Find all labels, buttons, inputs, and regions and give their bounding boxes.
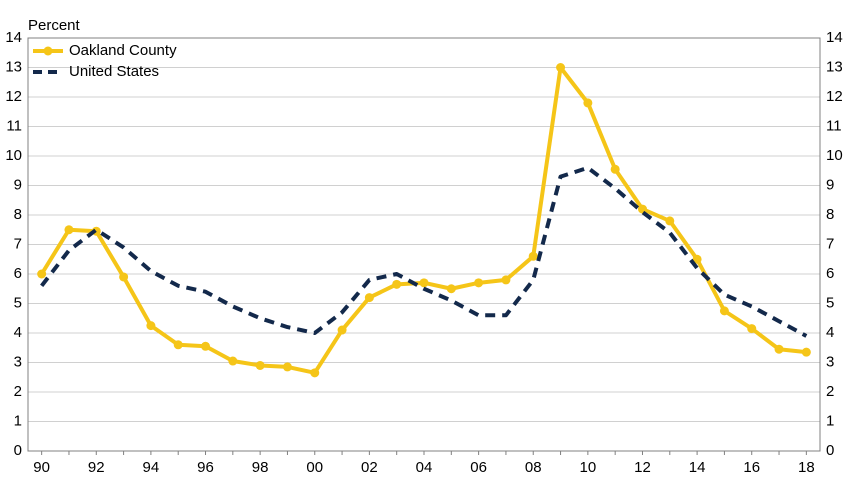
y2-tick-label: 3	[826, 353, 834, 370]
point	[556, 63, 566, 72]
point	[37, 269, 47, 279]
point	[173, 340, 183, 350]
point	[64, 225, 74, 235]
x-tick-label: 90	[33, 459, 50, 476]
y-tick-label: 9	[14, 176, 22, 193]
point	[446, 284, 456, 294]
point	[528, 251, 538, 261]
y2-tick-label: 12	[826, 88, 843, 105]
point	[392, 279, 402, 289]
point	[583, 98, 593, 108]
x-tick-label: 12	[634, 459, 651, 476]
y-tick-label: 0	[14, 442, 22, 459]
point	[419, 278, 429, 288]
y2-tick-label: 8	[826, 206, 834, 223]
y2-tick-label: 14	[826, 29, 843, 46]
y-tick-label: 7	[14, 235, 22, 252]
y2-tick-label: 0	[826, 442, 834, 459]
y2-tick-label: 9	[826, 176, 834, 193]
y2-tick-label: 2	[826, 383, 834, 400]
y2-tick-label: 1	[826, 412, 834, 429]
y-tick-label: 10	[5, 147, 22, 164]
x-tick-label: 04	[416, 459, 433, 476]
y-tick-label: 1	[14, 412, 22, 429]
point	[719, 306, 729, 316]
y-tick-label: 13	[5, 58, 22, 75]
y-tick-label: 3	[14, 353, 22, 370]
y-tick-label: 5	[14, 294, 22, 311]
x-tick-label: 06	[470, 459, 487, 476]
legend-label: Oakland County	[69, 42, 177, 59]
y2-tick-label: 5	[826, 294, 834, 311]
y2-tick-label: 7	[826, 235, 834, 252]
x-tick-label: 10	[580, 459, 597, 476]
point	[747, 324, 757, 334]
x-tick-label: 98	[252, 459, 269, 476]
y-tick-label: 4	[14, 324, 22, 341]
series-line	[39, 65, 807, 375]
point	[364, 293, 374, 303]
y-tick-label: 14	[5, 29, 22, 46]
x-tick-label: 02	[361, 459, 378, 476]
y2-tick-label: 13	[826, 58, 843, 75]
y-tick-label: 11	[6, 117, 22, 134]
point	[337, 325, 347, 335]
point	[665, 216, 675, 226]
point	[201, 341, 211, 351]
point	[801, 347, 811, 357]
point	[774, 344, 784, 354]
point	[119, 272, 129, 282]
x-tick-label: 08	[525, 459, 542, 476]
point	[282, 362, 292, 372]
point	[228, 356, 238, 366]
y-tick-label: 8	[14, 206, 22, 223]
y2-tick-label: 4	[826, 324, 834, 341]
y2-tick-label: 11	[826, 117, 842, 134]
point	[474, 278, 484, 288]
y-tick-label: 12	[5, 88, 22, 105]
point	[310, 368, 320, 378]
point	[146, 321, 156, 331]
y2-tick-label: 10	[826, 147, 843, 164]
x-tick-label: 94	[143, 459, 160, 476]
series-line	[40, 165, 808, 338]
x-tick-label: 96	[197, 459, 214, 476]
legend-marker	[43, 46, 53, 56]
point	[692, 254, 702, 264]
legend-label: United States	[69, 63, 159, 80]
y-tick-label: 2	[14, 383, 22, 400]
y-tick-label: 6	[14, 265, 22, 282]
point	[255, 360, 265, 370]
point	[501, 275, 511, 285]
x-tick-label: 16	[743, 459, 760, 476]
y-axis-label: Percent	[28, 17, 81, 34]
x-tick-label: 18	[798, 459, 815, 476]
point	[610, 164, 620, 174]
x-tick-label: 00	[306, 459, 323, 476]
y2-tick-label: 6	[826, 265, 834, 282]
x-tick-label: 92	[88, 459, 105, 476]
x-tick-label: 14	[689, 459, 706, 476]
